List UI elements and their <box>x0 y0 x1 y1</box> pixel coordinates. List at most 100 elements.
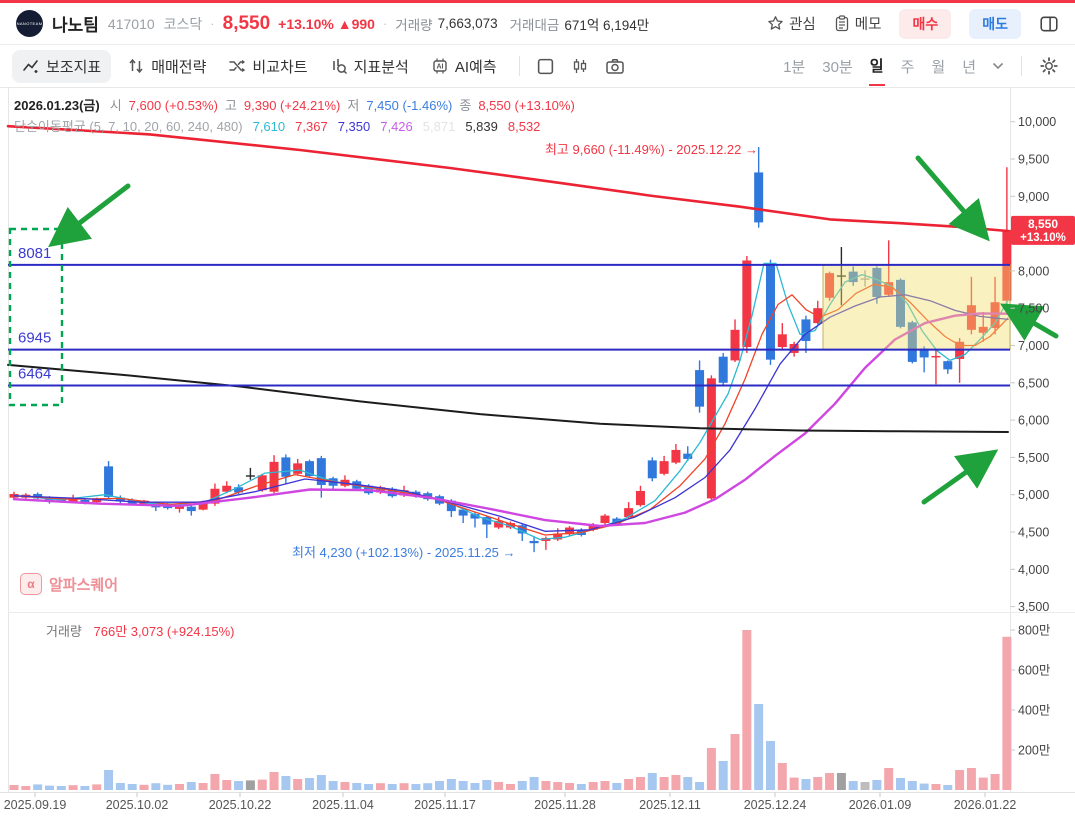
svg-text:2026.01.09: 2026.01.09 <box>849 798 912 812</box>
sma-label: 단순이동평균 (5, 7, 10, 20, 60, 240, 480) <box>14 119 243 134</box>
volume-label: 거래량 <box>395 17 433 33</box>
ai-chip-icon: AI <box>433 58 447 74</box>
separator-dot: · <box>210 16 215 31</box>
alphasquare-logo-icon: α <box>20 573 42 595</box>
svg-text:3,500: 3,500 <box>1018 600 1049 614</box>
memo-button[interactable]: 메모 <box>834 13 882 34</box>
sma-values: 7,610 7,367 7,350 7,426 5,871 5,839 8,532 <box>253 119 541 134</box>
square-icon <box>537 58 553 74</box>
strategy-button[interactable]: 매매전략 <box>127 56 206 77</box>
stock-name: 나노팀 <box>52 16 99 35</box>
strategy-label: 매매전략 <box>151 58 207 76</box>
sma-legend: 단순이동평균 (5, 7, 10, 20, 60, 240, 480) 7,61… <box>14 116 540 135</box>
svg-text:7,000: 7,000 <box>1018 339 1049 353</box>
price-change: +13.10% ▲990 <box>278 15 375 32</box>
svg-text:9,500: 9,500 <box>1018 153 1049 167</box>
svg-text:800만: 800만 <box>1018 624 1051 638</box>
chart-style-button[interactable] <box>536 57 555 76</box>
compare-label: 비교차트 <box>252 58 308 76</box>
svg-text:2025.10.22: 2025.10.22 <box>209 798 272 812</box>
svg-text:6464: 6464 <box>18 365 51 382</box>
panel-toggle-icon[interactable] <box>1039 14 1059 34</box>
buy-button[interactable]: 매수 <box>899 8 952 39</box>
ai-forecast-label: AI예측 <box>454 58 497 76</box>
separator-dot: · <box>382 16 388 31</box>
high-value: 9,390 (+24.21%) <box>243 98 341 113</box>
analysis-label: 지표분석 <box>353 58 409 76</box>
svg-text:8,550: 8,550 <box>1028 217 1058 231</box>
timeframe-day[interactable]: 일 <box>868 47 885 86</box>
memo-label: 메모 <box>854 17 882 33</box>
alphasquare-watermark: α 알파스퀘어 <box>20 573 118 595</box>
volume-pane-value: 766만 3,073 (+924.15%) <box>93 624 235 639</box>
svg-text:2025.10.02: 2025.10.02 <box>106 798 169 812</box>
top-accent-bar <box>0 0 1075 3</box>
svg-text:4,500: 4,500 <box>1018 526 1049 540</box>
timeframe-month[interactable]: 월 <box>931 58 946 76</box>
sell-button[interactable]: 매도 <box>969 8 1021 39</box>
line-chart-icon <box>23 60 38 73</box>
compare-button[interactable]: 비교차트 <box>228 56 308 77</box>
svg-text:9,000: 9,000 <box>1018 190 1049 204</box>
shuffle-icon <box>229 59 246 73</box>
svg-text:7,500: 7,500 <box>1018 302 1049 316</box>
svg-text:2025.11.17: 2025.11.17 <box>414 798 476 812</box>
svg-text:200만: 200만 <box>1018 744 1051 758</box>
close-label: 종 <box>459 98 472 113</box>
chart-date: 2026.01.23(금) <box>14 98 100 113</box>
camera-icon <box>605 59 624 74</box>
svg-text:6945: 6945 <box>18 330 51 347</box>
svg-text:6,000: 6,000 <box>1018 414 1049 428</box>
sma-value: 7,426 <box>380 119 413 134</box>
svg-text:5,500: 5,500 <box>1018 451 1049 465</box>
settings-gear-icon[interactable] <box>1039 56 1059 76</box>
sma-value: 5,871 <box>422 119 456 134</box>
svg-text:6,500: 6,500 <box>1018 376 1049 390</box>
sma-value: 7,367 <box>295 119 328 134</box>
timeframe-week[interactable]: 주 <box>900 58 915 76</box>
svg-text:2026.01.22: 2026.01.22 <box>954 798 1017 812</box>
sort-arrows-icon <box>129 58 143 74</box>
alphasquare-label: 알파스퀘어 <box>49 576 119 594</box>
timeframe-30min[interactable]: 30분 <box>822 58 853 76</box>
chart-toolbar: 보조지표 매매전략 비교차트 지표분석 AI AI예측 1분 <box>0 45 1075 88</box>
svg-text:5,000: 5,000 <box>1018 488 1049 502</box>
volume-pane-info: 거래량 766만 3,073 (+924.15%) <box>46 621 235 640</box>
svg-text:8,000: 8,000 <box>1018 264 1049 278</box>
svg-text:+13.10%: +13.10% <box>1020 232 1066 244</box>
memo-icon <box>835 15 848 32</box>
stock-code: 417010 <box>107 15 155 32</box>
screenshot-button[interactable] <box>605 57 625 75</box>
sma-value: 7,350 <box>337 119 371 134</box>
ai-forecast-button[interactable]: AI AI예측 <box>431 56 497 77</box>
indicator-search-icon <box>332 59 347 75</box>
stock-header: NANOTEAM 나노팀 417010 코스닥 · 8,550 +13.10% … <box>0 3 1075 45</box>
sma-value: 8,532 <box>507 119 541 134</box>
toolbar-divider <box>518 56 520 76</box>
star-icon <box>768 16 783 30</box>
svg-text:AI: AI <box>436 64 443 71</box>
volume-value: 7,663,073 <box>437 16 498 31</box>
analysis-button[interactable]: 지표분석 <box>330 56 409 77</box>
close-value: 8,550 (+13.10%) <box>478 98 575 113</box>
toolbar-divider <box>1021 56 1022 76</box>
chevron-down-icon[interactable] <box>992 62 1004 70</box>
svg-text:400만: 400만 <box>1018 704 1051 718</box>
candle-type-button[interactable] <box>571 57 589 75</box>
high-label: 고 <box>224 98 237 113</box>
svg-text:600만: 600만 <box>1018 664 1051 678</box>
volume-pane-label: 거래량 <box>46 624 82 639</box>
market-label: 코스닥 <box>163 15 203 32</box>
timeframe-year[interactable]: 년 <box>962 58 976 76</box>
timeframe-1min[interactable]: 1분 <box>783 58 806 76</box>
high-annotation: 최고 9,660 (-11.49%) - 2025.12.22 → <box>544 142 758 157</box>
indicator-button[interactable]: 보조지표 <box>12 49 112 83</box>
sma-value: 5,839 <box>465 119 498 134</box>
watch-button[interactable]: 관심 <box>767 13 816 34</box>
candlestick-icon <box>573 59 586 73</box>
current-price: 8,550 <box>222 12 271 34</box>
stock-logo: NANOTEAM <box>16 10 43 37</box>
open-value: 7,600 (+0.53%) <box>128 98 218 113</box>
